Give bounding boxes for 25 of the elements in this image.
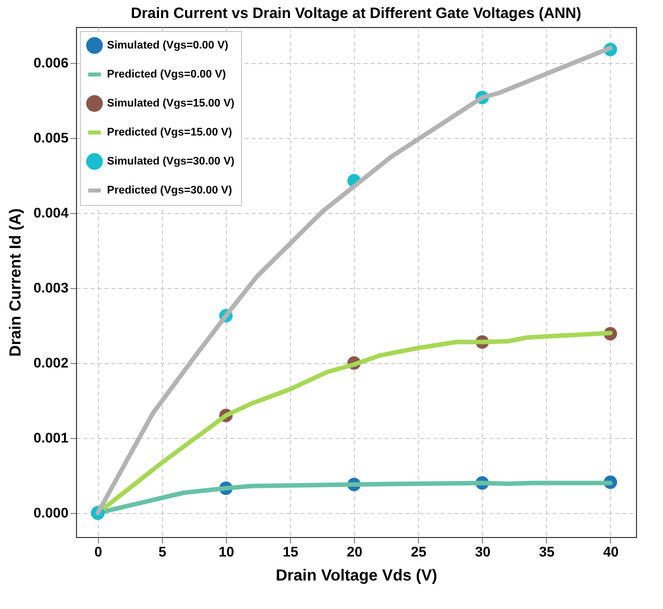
- x-tick-label: 40: [603, 544, 619, 560]
- y-tick-label: 0.002: [33, 354, 69, 370]
- y-tick-label: 0.003: [33, 280, 69, 296]
- x-tick-label: 30: [474, 544, 491, 560]
- y-tick-label: 0.005: [33, 130, 69, 146]
- y-tick-label: 0.006: [33, 54, 69, 70]
- y-tick-label: 0.000: [33, 504, 69, 520]
- x-tick-label: 5: [158, 544, 166, 560]
- legend-label: Simulated (Vgs=30.00 V): [107, 156, 235, 168]
- x-tick-label: 35: [539, 544, 555, 560]
- legend-label: Predicted (Vgs=15.00 V): [107, 126, 232, 138]
- legend-label: Predicted (Vgs=30.00 V): [107, 184, 232, 196]
- x-tick-label: 20: [346, 544, 363, 560]
- y-tick-label: 0.004: [33, 204, 69, 220]
- legend-label: Simulated (Vgs=0.00 V): [107, 40, 229, 52]
- chart-title: Drain Current vs Drain Voltage at Different Gate Voltages (ANN): [130, 5, 582, 22]
- x-tick-label: 0: [94, 544, 102, 560]
- legend-label: Predicted (Vgs=0.00 V): [107, 68, 226, 80]
- y-axis-title: Drain Current Id (A): [7, 208, 24, 357]
- x-tick-label: 15: [282, 544, 298, 560]
- legend-label: Simulated (Vgs=15.00 V): [107, 98, 235, 110]
- y-tick-label: 0.001: [33, 430, 69, 446]
- x-tick-label: 10: [218, 544, 234, 560]
- x-tick-label: 25: [410, 544, 427, 560]
- x-axis-title: Drain Voltage Vds (V): [276, 568, 438, 584]
